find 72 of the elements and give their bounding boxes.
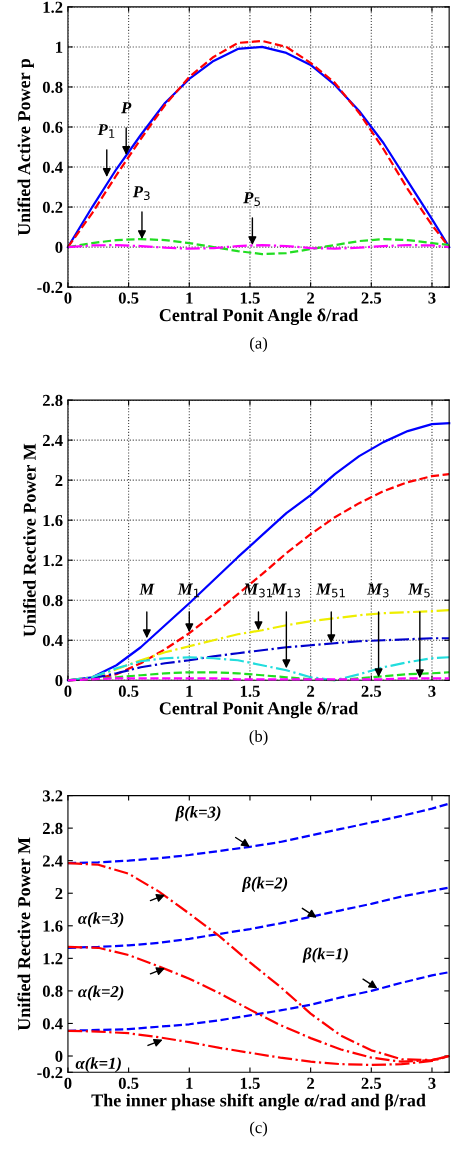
x-tick-label: 1: [186, 1077, 193, 1089]
x-tick-label: 0: [64, 685, 72, 697]
x-tick-label: 0: [64, 292, 72, 304]
x-axis-title: Central Ponit Angle δ/rad: [159, 308, 359, 326]
annotation: α(k=1): [75, 1057, 121, 1073]
annotation: P$_{3}$: [132, 186, 150, 201]
x-tick-label: 1: [186, 292, 193, 304]
y-tick-label: 0.8: [42, 594, 63, 607]
x-tick-label: 2.5: [361, 1077, 382, 1089]
x-tick-label: 2.5: [361, 292, 382, 304]
y-tick-label: 2: [55, 474, 63, 486]
text: (b): [249, 730, 268, 746]
y-tick-label: 2: [55, 887, 63, 900]
y-tick-label: 3.2: [42, 790, 63, 802]
y-tick-label: 2.4: [42, 434, 63, 447]
annotation: M$_{51}$: [315, 583, 345, 598]
x-tick-label: 2: [307, 292, 315, 304]
text: (a): [250, 336, 268, 353]
annotation: β(k=2): [241, 876, 288, 892]
x-axis-title: Central Ponit Angle δ/rad: [159, 701, 359, 719]
x-tick-label: 1: [186, 685, 193, 697]
x-tick-label: 3: [428, 1077, 436, 1089]
y-tick-label: -0.2: [37, 281, 63, 294]
y-tick-label: 0.6: [42, 121, 63, 134]
y-tick-label: 0: [55, 1050, 63, 1062]
y-tick-label: 0.4: [42, 634, 63, 647]
y-tick-label: 1.2: [43, 554, 63, 567]
y-tick-label: 1.2: [43, 1, 63, 13]
y-tick-label: 1.6: [43, 514, 63, 527]
text: (c): [250, 1121, 268, 1137]
y-tick-label: 0.4: [42, 1018, 63, 1030]
annotation: P: [121, 102, 132, 114]
y-tick-label: 0.8: [42, 985, 63, 997]
y-tick-label: 0: [55, 674, 63, 687]
x-tick-label: 0.5: [118, 685, 139, 697]
y-tick-label: 1.6: [43, 920, 63, 932]
y-tick-label: 0.4: [42, 161, 63, 174]
x-tick-label: 3: [428, 685, 436, 697]
y-tick-label: -0.2: [37, 1066, 63, 1079]
y-axis-title: Unified Rective Power M: [17, 837, 31, 1031]
annotation: α(k=3): [78, 912, 124, 928]
y-tick-label: 1: [56, 41, 63, 53]
x-tick-label: 1.5: [240, 685, 260, 697]
x-tick-label: 0.5: [118, 1077, 139, 1089]
y-tick-label: 2.8: [42, 822, 63, 835]
y-tick-label: 0.2: [42, 201, 63, 214]
x-tick-label: 1.5: [240, 1077, 260, 1089]
annotation: M$_{3}$: [366, 583, 389, 598]
annotation: M$_{31}$: [243, 583, 273, 598]
annotation: α(k=2): [78, 985, 124, 1001]
x-tick-label: 1.5: [240, 292, 260, 304]
annotation: β(k=3): [175, 805, 221, 822]
x-tick-label: 3: [428, 292, 436, 304]
annotation: M$_{5}$: [408, 583, 430, 598]
x-tick-label: 0: [64, 1077, 72, 1089]
annotation: P$_{5}$: [243, 192, 260, 207]
x-axis-title: The inner phase shift angle α/rad and β/rad: [91, 1093, 426, 1111]
annotation: M$_{1}$: [177, 583, 200, 598]
annotation: β(k=1): [302, 947, 348, 963]
y-tick-label: 2.8: [42, 394, 63, 407]
x-tick-label: 0.5: [118, 292, 139, 304]
x-tick-label: 2: [307, 1077, 315, 1089]
y-axis-title: Unified Rective Power M: [22, 443, 36, 637]
y-tick-label: 2.4: [42, 855, 63, 867]
y-axis-title: Unified Active Power p: [17, 58, 34, 236]
y-tick-label: 1.2: [43, 953, 63, 965]
x-tick-label: 2.5: [361, 685, 382, 697]
x-tick-label: 2: [307, 685, 315, 697]
annotation: P$_{1}$: [97, 124, 115, 138]
annotation: M: [139, 583, 155, 595]
y-tick-label: 0: [55, 241, 63, 254]
y-tick-label: 0.8: [42, 81, 63, 93]
